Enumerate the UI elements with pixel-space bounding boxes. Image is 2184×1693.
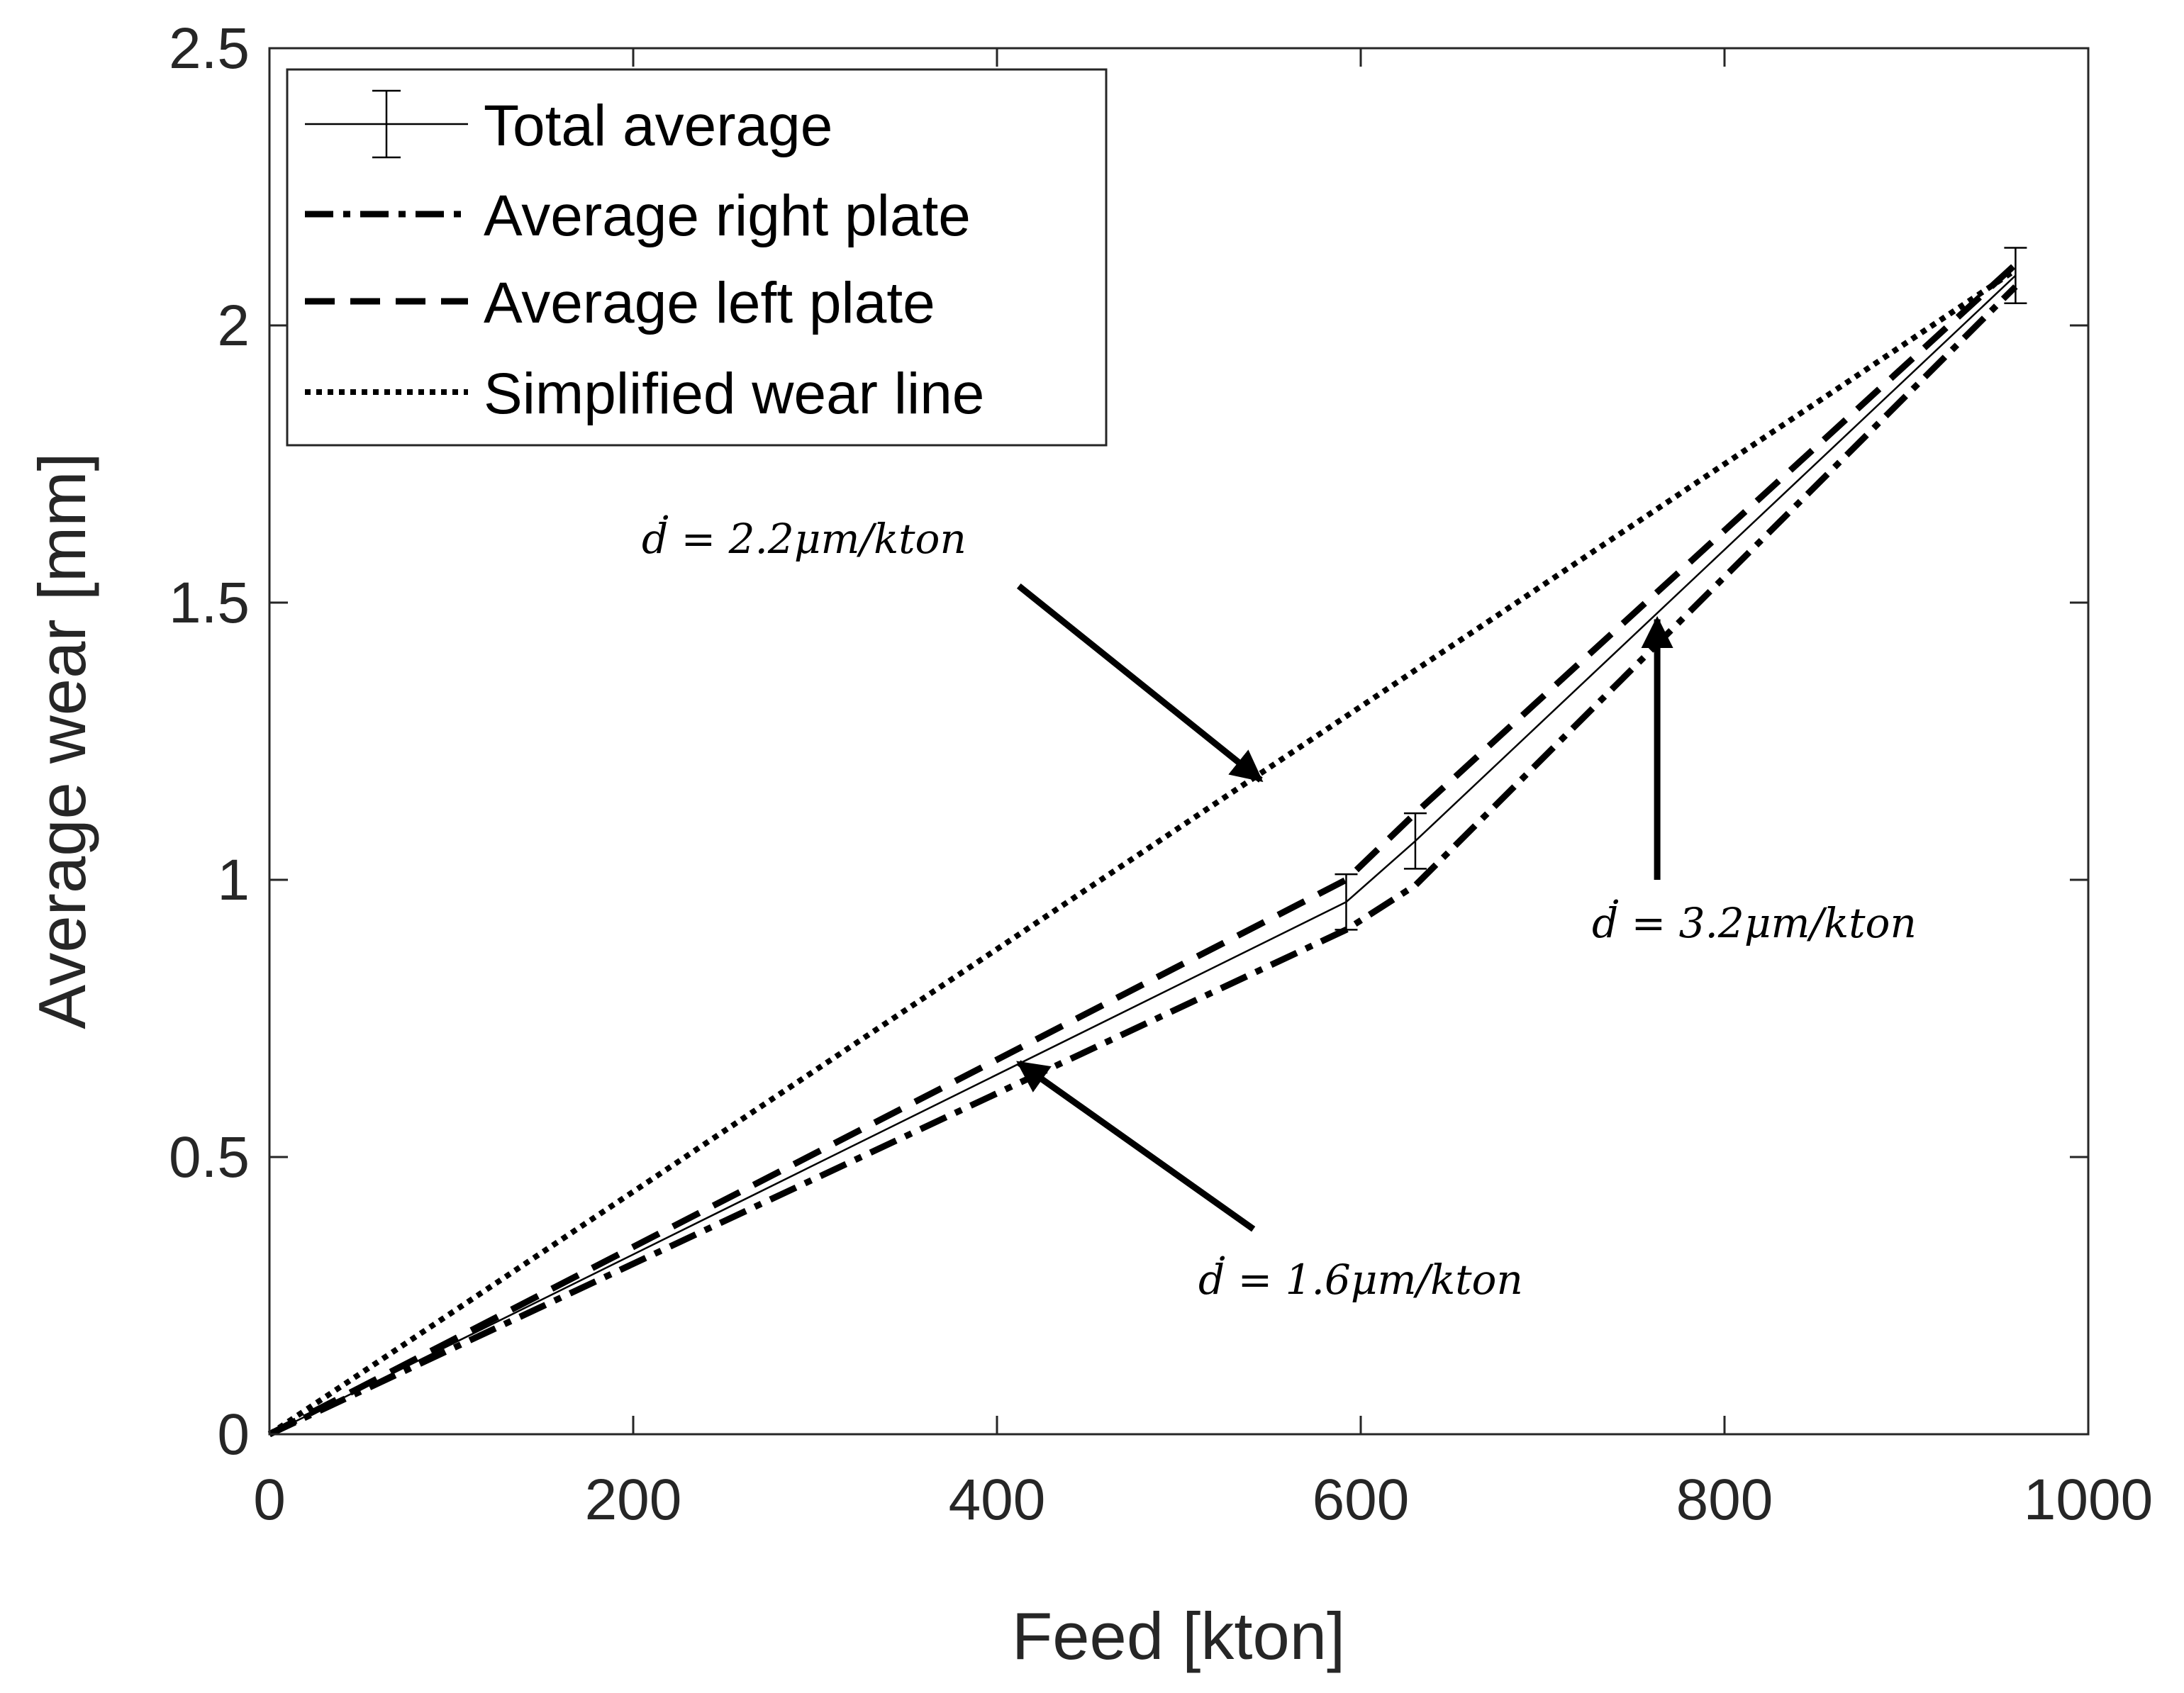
annotation-arrow	[1016, 1060, 1256, 1232]
series-line-average-left-plate	[267, 262, 2018, 1438]
y-tick-label: 0.5	[169, 1125, 250, 1190]
y-tick-label: 2	[217, 294, 250, 358]
x-tick-label: 200	[585, 1468, 682, 1532]
y-axis-ticks: 0 0.5 1 1.5 2 2.5	[169, 16, 2088, 1467]
annotation-label: ḋ = 1.6μm/kton	[1198, 1256, 1523, 1304]
annotation-label: ḋ = 2.2μm/kton	[642, 515, 966, 563]
legend-item-total-average: Total average	[305, 89, 832, 159]
y-tick-label: 2.5	[169, 16, 250, 81]
x-tick-label: 800	[1676, 1468, 1773, 1532]
series-line-simplified-wear-line	[267, 267, 2017, 1437]
y-tick-label: 1.5	[169, 571, 250, 635]
annotations: ḋ = 2.2μm/kton ḋ = 3.2μm/kton ḋ = 1.6μm/kt…	[642, 515, 1917, 1304]
error-bars	[1335, 247, 2027, 931]
x-tick-label: 1000	[2024, 1468, 2153, 1532]
legend: Total average Average right plate Averag…	[286, 68, 1108, 447]
legend-box	[286, 68, 1108, 447]
legend-label-right-plate: Average right plate	[484, 184, 971, 248]
x-axis-ticks: 0 200 400 600 800 1000	[253, 48, 2153, 1532]
x-tick-label: 600	[1313, 1468, 1410, 1532]
legend-label-left-plate: Average left plate	[484, 271, 935, 335]
x-tick-label: 0	[253, 1468, 286, 1532]
x-axis-title: Feed [kton]	[1012, 1599, 1345, 1673]
legend-label-simplified: Simplified wear line	[484, 362, 984, 426]
y-tick-label: 0	[217, 1402, 250, 1467]
y-tick-label: 1	[217, 848, 250, 912]
series-line-total-average	[269, 274, 2017, 1436]
legend-label-total-average: Total average	[484, 94, 832, 158]
annotation-arrow	[1016, 583, 1264, 783]
axes-box	[268, 47, 2090, 1436]
legend-item-simplified: Simplified wear line	[305, 362, 984, 426]
series-line-average-right-plate	[268, 284, 2018, 1438]
y-axis-title: Average wear [mm]	[25, 452, 99, 1029]
x-tick-label: 400	[949, 1468, 1046, 1532]
annotation-label: ḋ = 3.2μm/kton	[1592, 899, 1917, 947]
legend-item-right-plate: Average right plate	[305, 184, 971, 248]
series-layer	[267, 262, 2018, 1438]
legend-item-left-plate: Average left plate	[305, 271, 935, 335]
